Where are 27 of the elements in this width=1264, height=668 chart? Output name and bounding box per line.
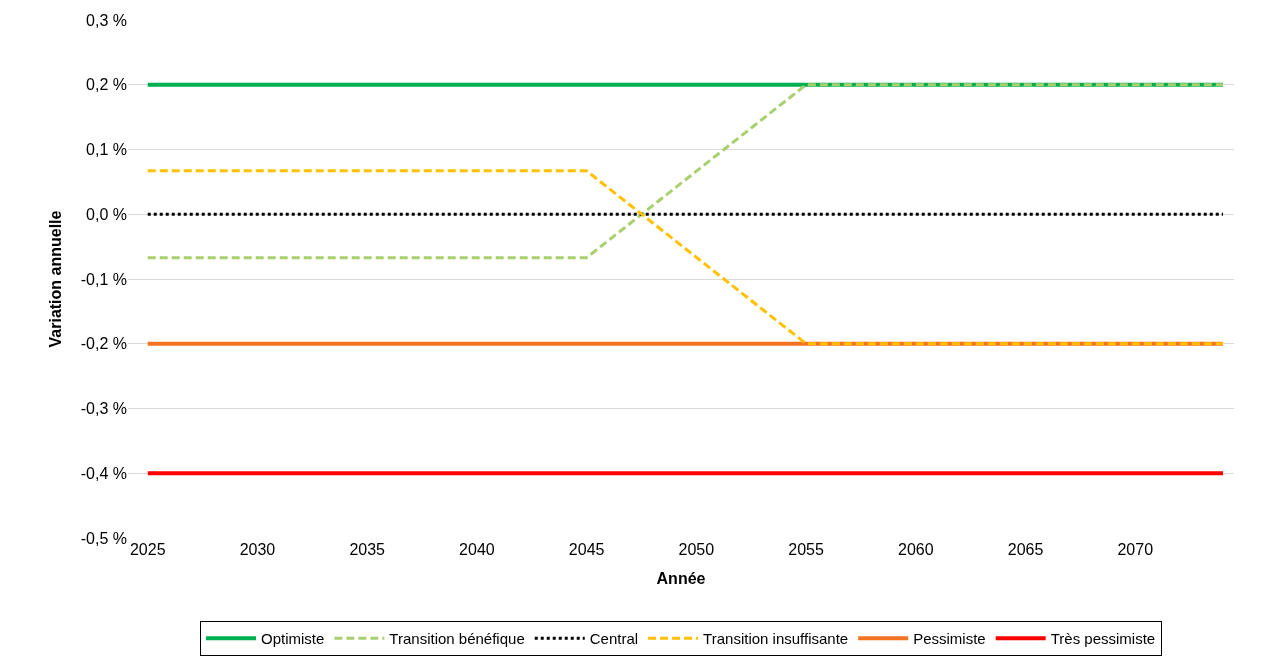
y-tick-label: -0,2 % [80,335,127,353]
x-tick-label: 2030 [239,541,276,558]
x-tick-label: 2035 [349,541,386,558]
y-tick-label: 0,3 % [86,11,127,29]
x-tick-label: 2025 [129,541,166,558]
x-tick-label: 2040 [459,541,495,558]
x-tick-label: 2045 [568,541,605,558]
x-tick-label: 2060 [898,541,934,558]
x-tick-label: 2055 [788,541,824,558]
legend-label: Pessimiste [913,629,986,647]
legend-label: Optimiste [261,629,325,647]
x-tick-label: 2065 [1007,541,1044,558]
y-tick-label: 0,1 % [86,141,127,159]
legend-label: Central [589,629,639,647]
y-tick-label: 0,0 % [86,205,127,223]
y-tick-label: 0,2 % [86,76,127,94]
y-axis-title: Variation annuelle [46,210,64,348]
legend-label: Transition insuffisante [703,629,849,647]
legend-label: Très pessimiste [1050,629,1156,647]
y-tick-label: -0,5 % [80,529,127,547]
y-tick-label: -0,3 % [80,400,127,418]
y-tick-label: -0,1 % [80,270,127,288]
x-tick-label: 2070 [1117,541,1154,558]
legend-label: Transition bénéfique [389,629,525,647]
x-axis-title: Année [656,569,706,587]
x-tick-label: 2050 [678,541,715,558]
y-tick-label: -0,4 % [80,464,127,482]
